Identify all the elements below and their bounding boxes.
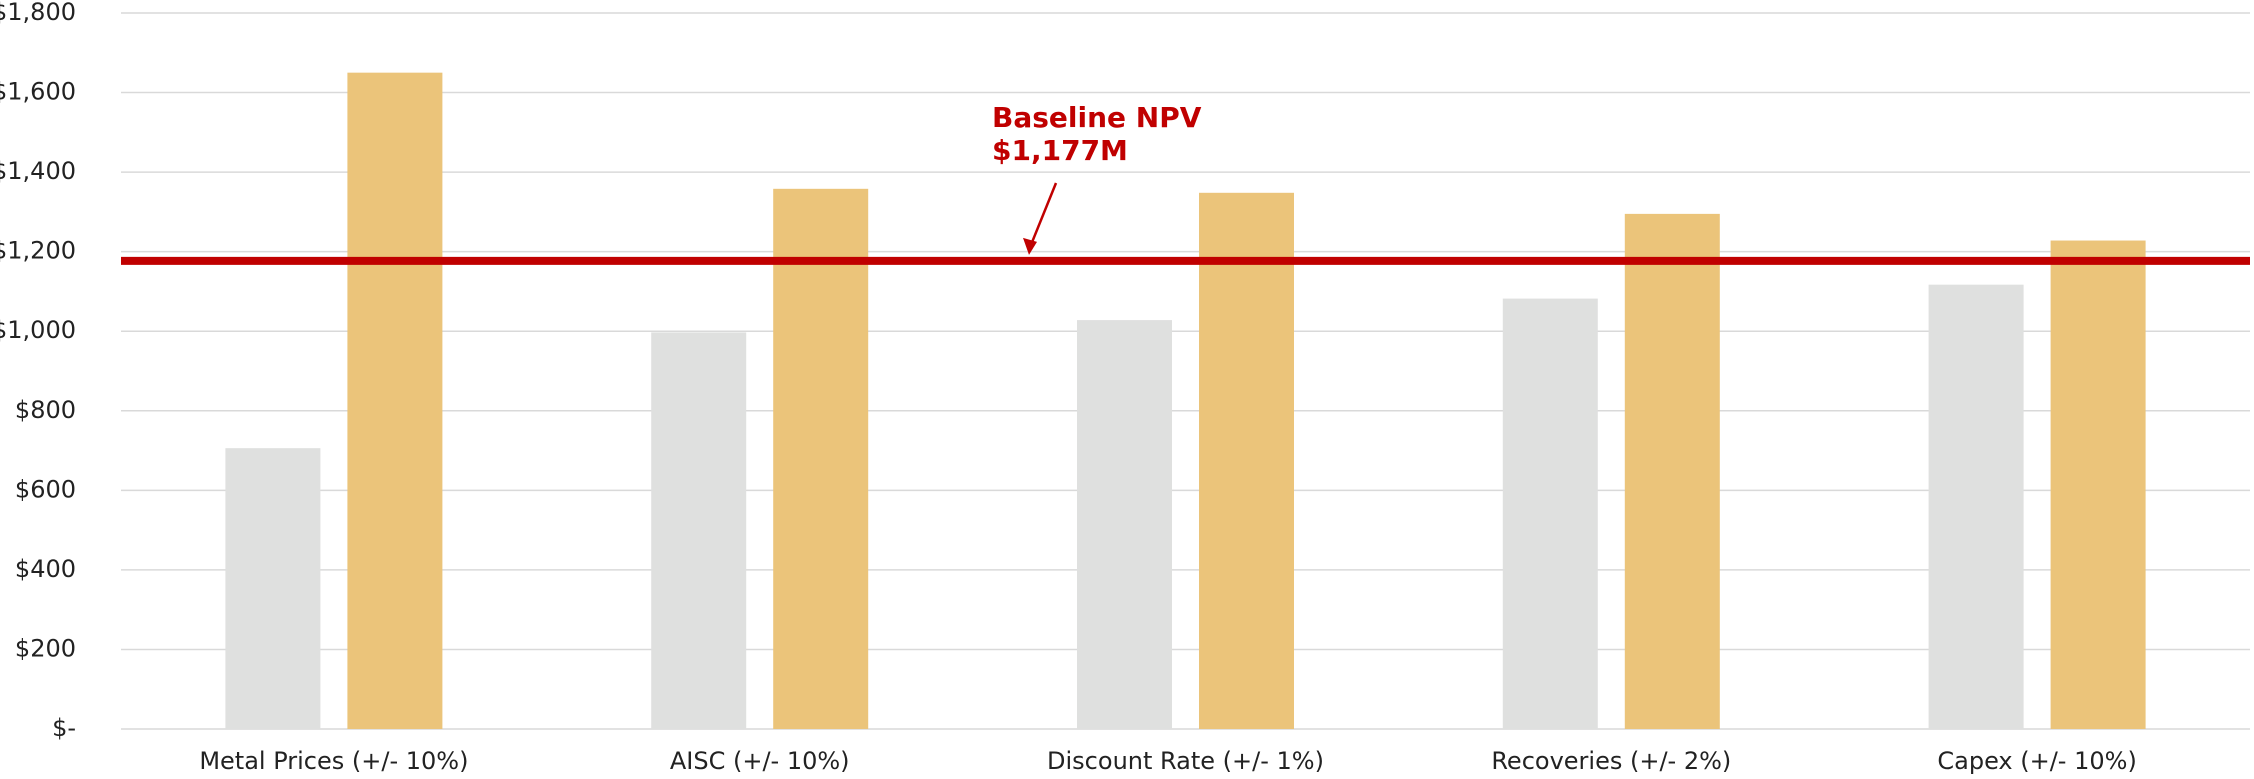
x-tick-label: Capex (+/- 10%) bbox=[1937, 747, 2136, 775]
bar bbox=[1502, 298, 1598, 729]
x-tick-label: Discount Rate (+/- 1%) bbox=[1047, 747, 1324, 775]
x-tick-label: Recoveries (+/- 2%) bbox=[1491, 747, 1731, 775]
x-tick-label: AISC (+/- 10%) bbox=[670, 747, 850, 775]
bar bbox=[1199, 192, 1294, 730]
bar bbox=[651, 332, 747, 729]
y-tick-label: $1,200 bbox=[0, 237, 76, 265]
y-tick-label: $- bbox=[52, 714, 76, 742]
baseline-title: Baseline NPV bbox=[992, 101, 1202, 134]
y-tick-label: $1,600 bbox=[0, 78, 76, 106]
y-tick-label: $600 bbox=[15, 475, 76, 503]
y-tick-label: $1,800 bbox=[0, 0, 76, 26]
bar bbox=[1077, 320, 1172, 729]
bar bbox=[225, 448, 321, 729]
baseline-label: $1,177M bbox=[992, 134, 1128, 167]
y-tick-label: $1,000 bbox=[0, 316, 76, 344]
bar bbox=[1624, 213, 1720, 729]
y-tick-label: $1,400 bbox=[0, 157, 76, 185]
bar bbox=[347, 72, 443, 729]
bar bbox=[1928, 284, 2024, 729]
y-tick-label: $200 bbox=[15, 634, 76, 662]
y-tick-label: $800 bbox=[15, 396, 76, 424]
bar bbox=[2050, 240, 2146, 730]
y-tick-label: $400 bbox=[15, 555, 76, 583]
x-tick-label: Metal Prices (+/- 10%) bbox=[199, 747, 468, 775]
arrow-head bbox=[1023, 237, 1037, 255]
bar bbox=[773, 188, 869, 730]
arrow-shaft bbox=[1029, 182, 1058, 246]
